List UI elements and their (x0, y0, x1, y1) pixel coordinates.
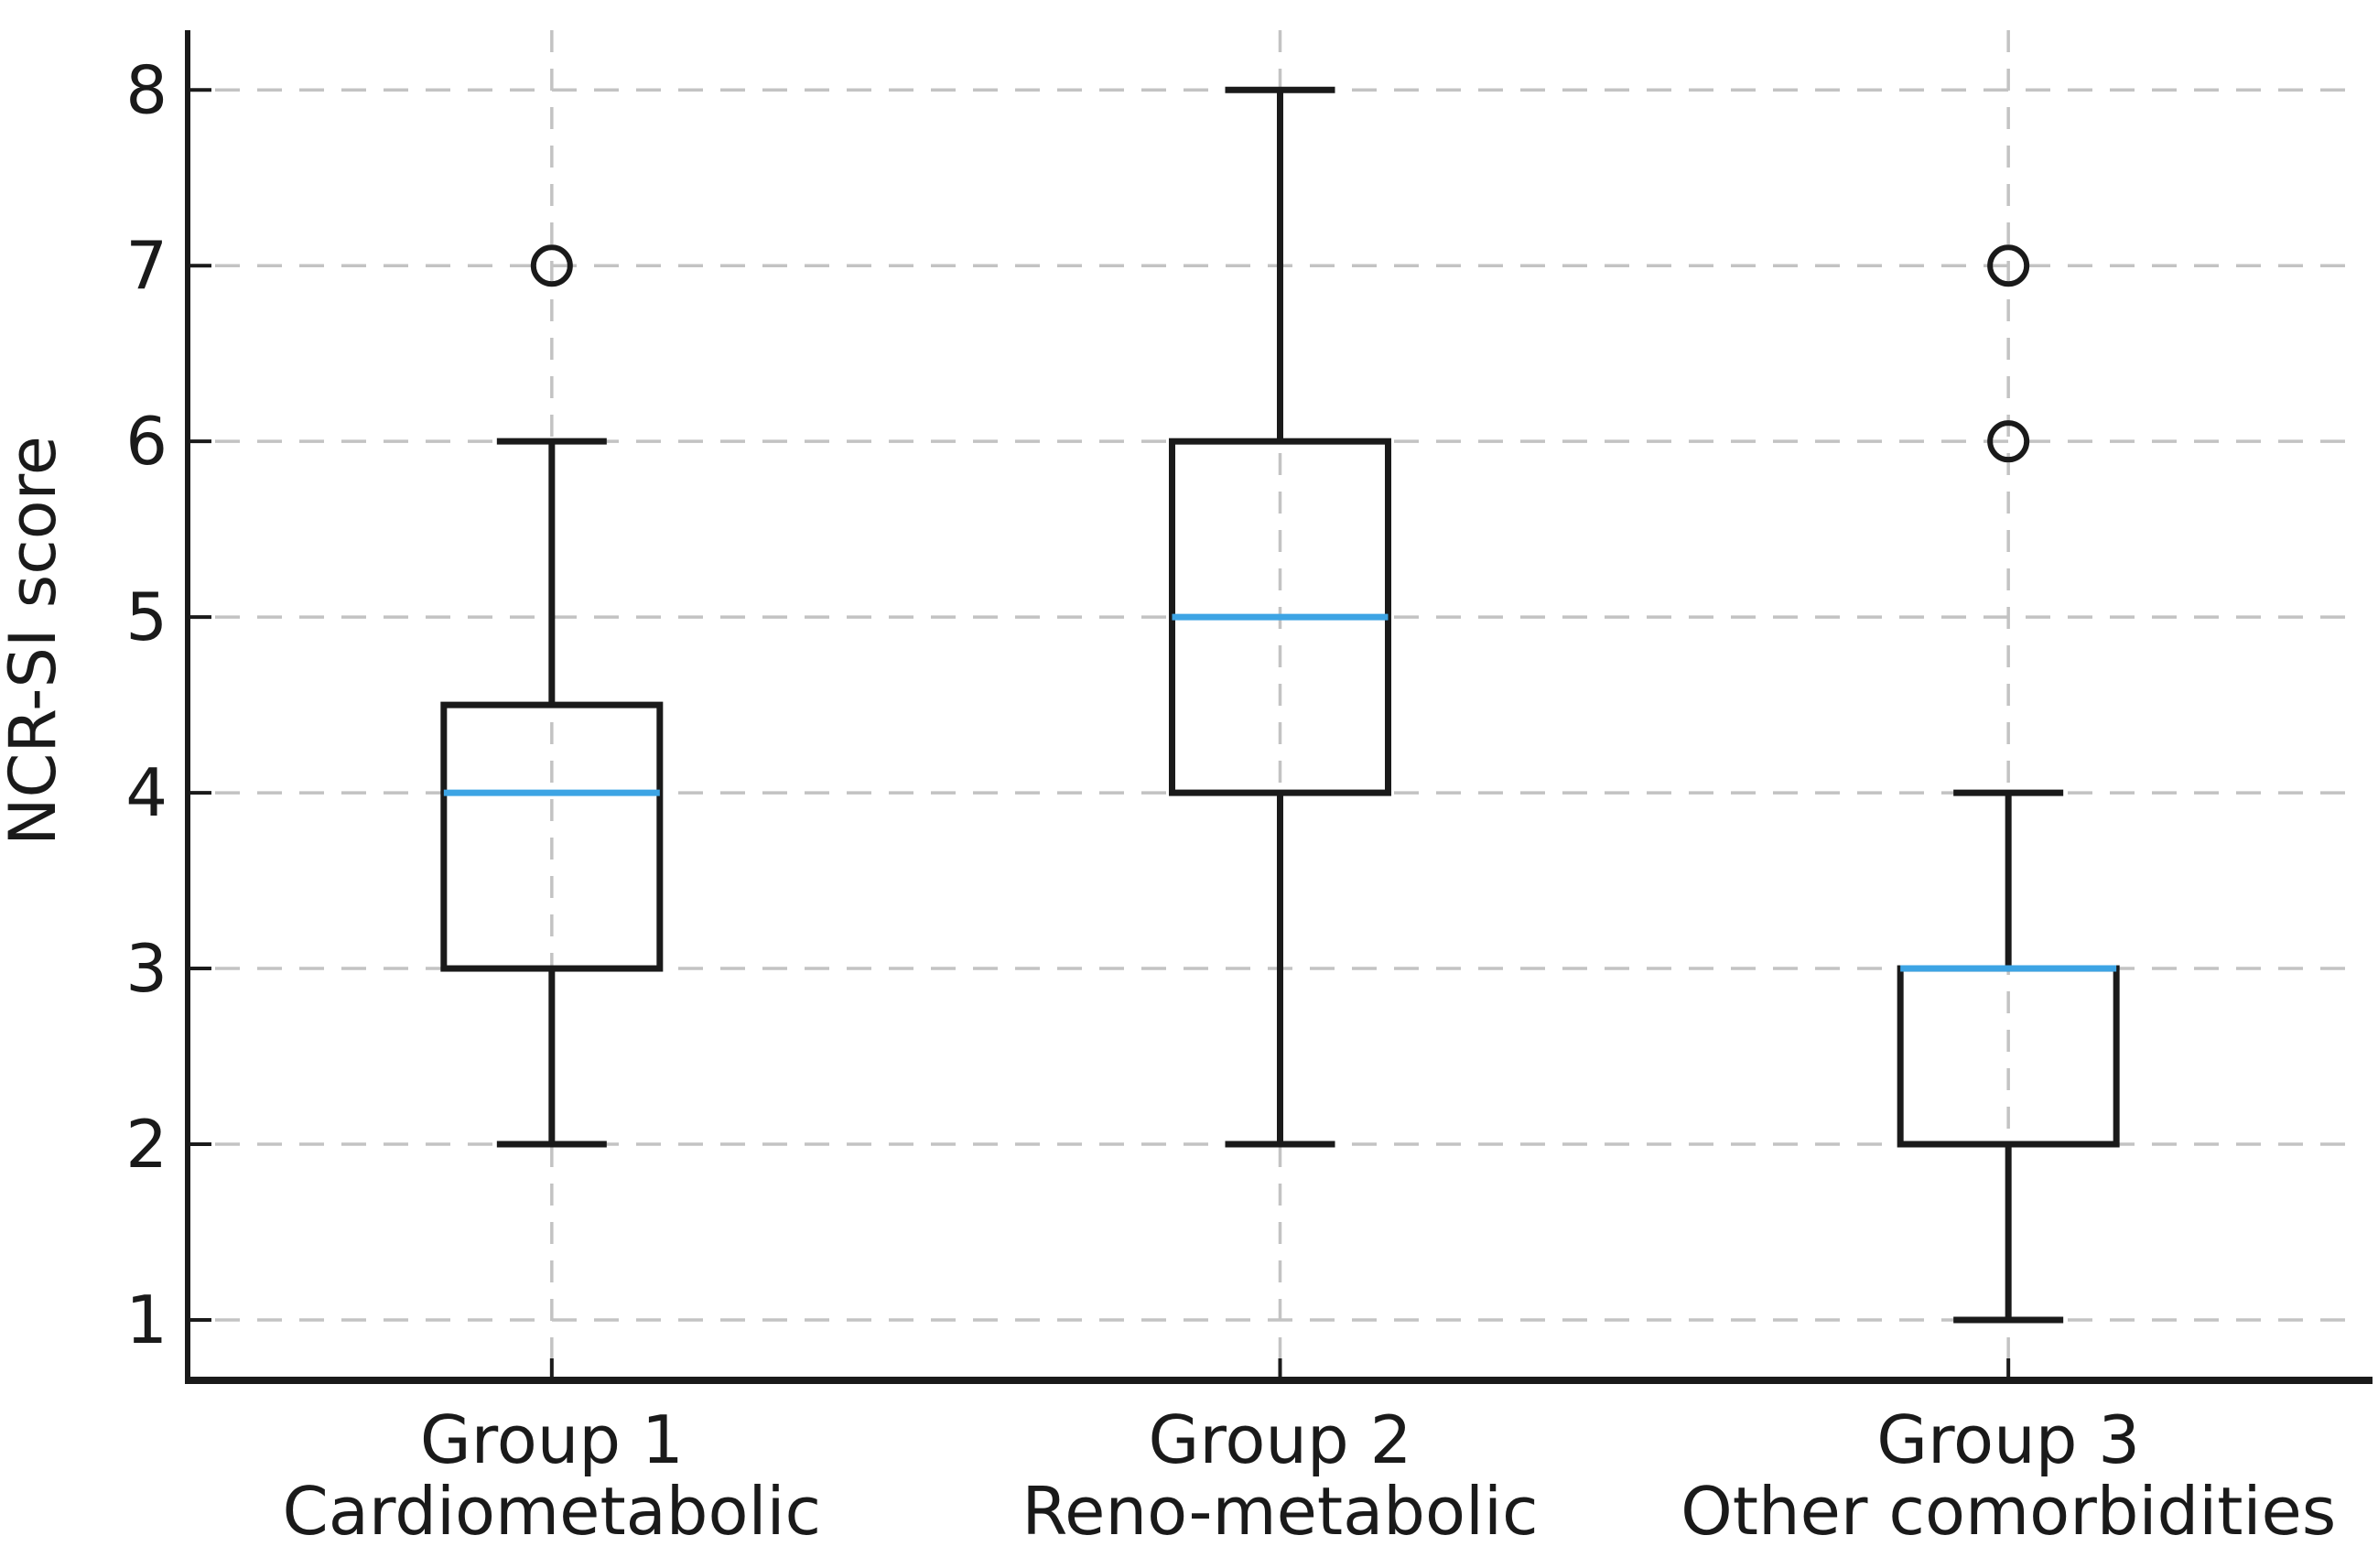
y-tick-label: 7 (125, 227, 168, 304)
category-label-line2: Reno-metabolic (1021, 1473, 1538, 1550)
outlier-point (1987, 244, 2030, 287)
y-axis-title: NCR-SI score (0, 436, 70, 846)
outlier-point (530, 244, 573, 287)
y-tick-label: 8 (125, 51, 168, 128)
category-label-line1: Group 1 (420, 1401, 684, 1478)
y-tick-label: 6 (125, 403, 168, 480)
box-rect (440, 701, 664, 972)
y-tick-label: 2 (125, 1106, 168, 1183)
y-tick-label: 5 (125, 579, 168, 655)
y-tick-label: 1 (125, 1281, 168, 1358)
outlier-point (1987, 420, 2030, 463)
axes-layer (185, 30, 2373, 1384)
tick-labels-layer: 1 2 3 4 5 6 7 8 (125, 51, 168, 1358)
category-label-line2: Other comorbidities (1681, 1473, 2336, 1550)
boxes-layer (440, 86, 2120, 1324)
category-label-line2: Cardiometabolic (283, 1473, 822, 1550)
y-tick-label: 3 (125, 930, 168, 1007)
y-tick-label: 4 (125, 754, 168, 831)
category-label-line1: Group 3 (1876, 1401, 2140, 1478)
category-label-line1: Group 2 (1149, 1401, 1412, 1478)
